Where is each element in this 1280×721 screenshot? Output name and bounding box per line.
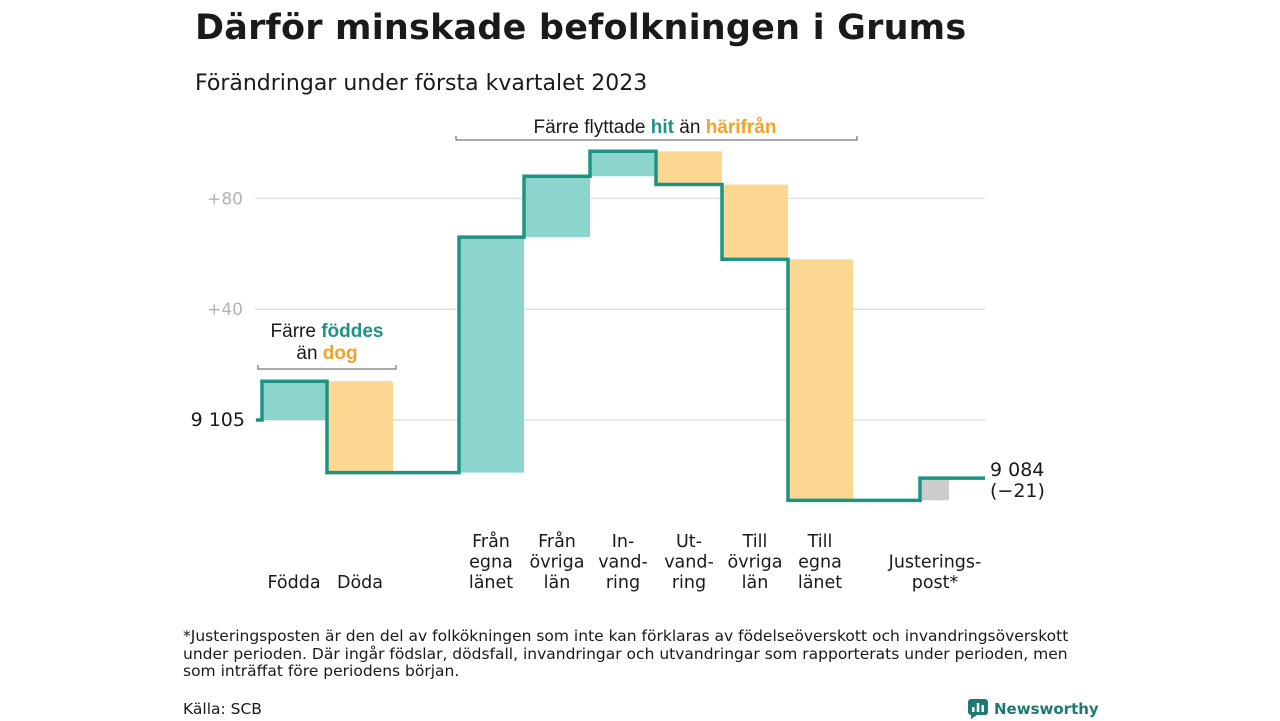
bar-6 (722, 184, 788, 260)
source-label: Källa: SCB (183, 700, 262, 718)
brand-logo: Newsworthy (968, 697, 1099, 721)
bar-0 (262, 381, 327, 420)
bar-3 (524, 176, 590, 238)
births-annotation-line1: Färre föddes (271, 321, 384, 342)
bar-7 (788, 259, 853, 501)
y-tick-label: +40 (207, 300, 243, 320)
category-label: Födda (267, 573, 320, 593)
category-label: Till övriga län (728, 532, 783, 593)
bar-1 (327, 381, 393, 473)
end-change-label: (−21) (990, 480, 1045, 502)
step-line (256, 149, 985, 503)
category-label: Från egna länet (469, 531, 513, 593)
category-label: Justerings-post* (888, 553, 982, 594)
newsworthy-logo-icon (968, 699, 988, 719)
bar-4 (590, 151, 656, 177)
chart-title: Därför minskade befolkningen i Grums (195, 8, 967, 48)
bar-2 (459, 237, 524, 473)
end-value-label: 9 084 (990, 459, 1044, 481)
bar-8 (920, 478, 949, 501)
footnote: *Justeringsposten är den del av folkökni… (183, 627, 1069, 680)
moves-bracket (455, 136, 858, 141)
start-value-label: 9 105 (191, 409, 245, 431)
chart-subtitle: Förändringar under första kvartalet 2023 (195, 71, 648, 96)
births-annotation-line2: än dog (296, 343, 357, 364)
category-label: Döda (337, 573, 383, 593)
brand-name: Newsworthy (994, 700, 1099, 718)
category-label: In-vand-ring (598, 532, 648, 593)
category-label: Ut-vand-ring (664, 532, 714, 593)
moves-annotation: Färre flyttade hit än härifrån (534, 117, 777, 138)
y-tick-label: +80 (207, 189, 243, 209)
category-label: Från övriga län (530, 531, 585, 593)
bar-5 (656, 151, 722, 185)
births-bracket (257, 365, 397, 370)
category-label: Till egna länet (798, 532, 842, 593)
